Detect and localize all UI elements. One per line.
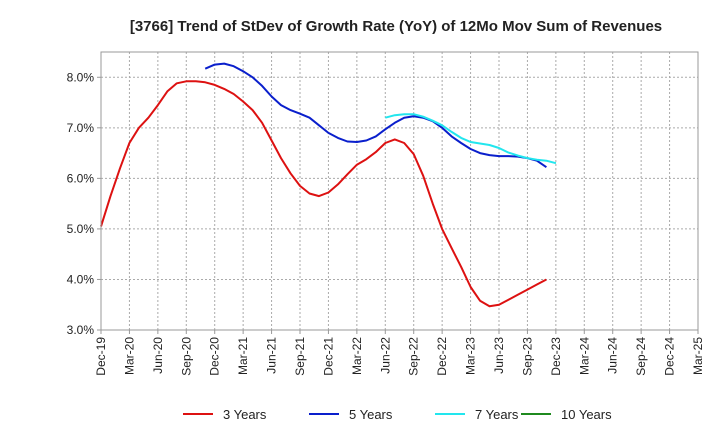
x-tick-label: Sep-21 (293, 337, 307, 376)
x-tick-label: Jun-21 (265, 337, 279, 374)
legend-label-3-years: 3 Years (223, 407, 267, 422)
x-tick-label: Jun-20 (151, 337, 165, 374)
x-tick-label: Jun-23 (492, 337, 506, 374)
legend-label-5-years: 5 Years (349, 407, 393, 422)
x-tick-label: Dec-24 (663, 337, 677, 376)
x-tick-label: Mar-24 (577, 337, 591, 375)
x-tick-label: Sep-20 (179, 337, 193, 376)
x-tick-label: Mar-23 (464, 337, 478, 375)
x-tick-label: Jun-24 (606, 337, 620, 374)
x-tick-label: Mar-20 (122, 337, 136, 375)
x-tick-label: Mar-21 (236, 337, 250, 375)
x-tick-label: Dec-21 (321, 337, 335, 376)
y-tick-label: 3.0% (67, 323, 95, 337)
y-axis: 3.0% 4.0% 5.0% 6.0% 7.0% 8.0% (67, 70, 101, 337)
series-line-3-years (100, 80, 547, 308)
series-line-5-years (204, 62, 547, 169)
series-line-7-years (385, 113, 557, 165)
y-tick-label: 6.0% (67, 171, 95, 185)
x-tick-label: Mar-22 (350, 337, 364, 375)
x-tick-label: Dec-22 (435, 337, 449, 376)
x-tick-label: Jun-22 (378, 337, 392, 374)
y-tick-label: 4.0% (67, 272, 95, 286)
chart-title: [3766] Trend of StDev of Growth Rate (Yo… (130, 18, 662, 35)
x-tick-label: Dec-19 (94, 337, 108, 376)
legend: 3 Years 5 Years 7 Years 10 Years (183, 407, 612, 422)
x-tick-label: Dec-23 (549, 337, 563, 376)
x-tick-label: Mar-25 (691, 337, 705, 375)
x-tick-label: Sep-24 (634, 337, 648, 376)
plot-frame (100, 51, 699, 331)
x-tick-label: Dec-20 (208, 337, 222, 376)
legend-label-7-years: 7 Years (475, 407, 519, 422)
x-axis: Dec-19 Mar-20 Jun-20 Sep-20 Dec-20 Mar-21 Jun-… (94, 330, 705, 376)
x-tick-label: Sep-23 (520, 337, 534, 376)
grid-layer (101, 52, 698, 331)
x-tick-label: Sep-22 (407, 337, 421, 376)
legend-label-10-years: 10 Years (561, 407, 612, 422)
y-tick-label: 8.0% (67, 70, 95, 84)
y-tick-label: 7.0% (67, 121, 95, 135)
series-layer (100, 62, 557, 308)
y-tick-label: 5.0% (67, 222, 95, 236)
